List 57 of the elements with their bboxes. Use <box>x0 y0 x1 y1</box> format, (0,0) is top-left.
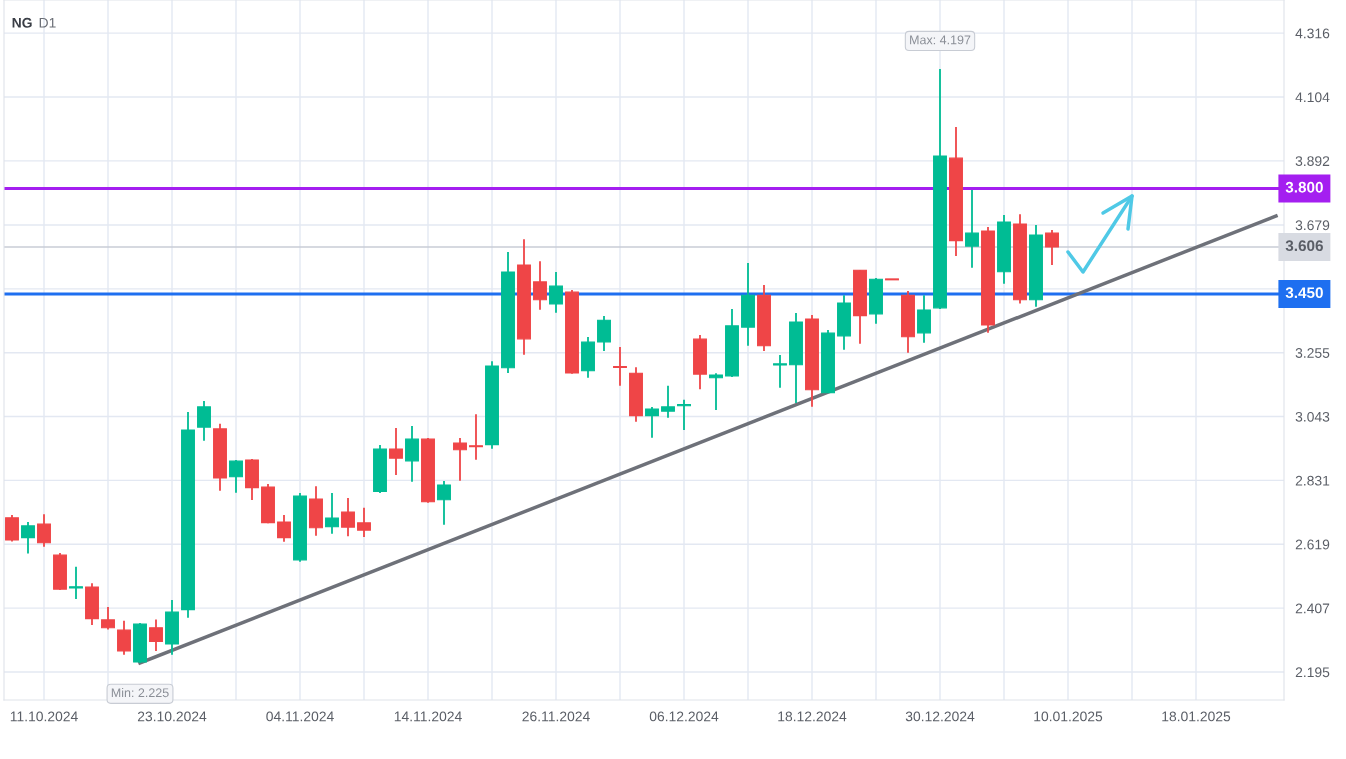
candlestick <box>453 437 467 482</box>
candlestick <box>469 413 483 461</box>
candlestick <box>677 398 691 432</box>
candlestick <box>149 618 163 652</box>
candlestick <box>661 384 675 419</box>
ref-line-label: 3.800 <box>1285 181 1323 193</box>
candlestick <box>21 521 35 555</box>
candlestick <box>965 189 979 269</box>
candlestick <box>37 513 51 548</box>
text: D1 <box>39 18 56 28</box>
candlestick <box>69 565 83 601</box>
x-tick-label: 11.10.2024 <box>10 711 78 722</box>
candlestick <box>917 294 931 344</box>
y-tick-label: 3.255 <box>1295 348 1330 358</box>
x-tick-label: 14.11.2024 <box>394 711 462 722</box>
y-tick-label: 3.892 <box>1295 156 1330 167</box>
candlestick <box>277 514 291 543</box>
candlestick <box>613 346 627 387</box>
candlestick <box>341 496 355 538</box>
candlestick <box>405 424 419 483</box>
y-tick-label: 2.195 <box>1295 667 1330 678</box>
candlestick <box>597 315 611 352</box>
y-tick-label: 2.619 <box>1295 539 1330 550</box>
x-tick-label: 26.11.2024 <box>522 711 590 722</box>
x-tick-label: 18.01.2025 <box>1162 711 1231 722</box>
candlestick <box>549 271 563 314</box>
ref-line-label: 3.606 <box>1285 240 1323 252</box>
x-tick-label: 18.12.2024 <box>778 711 847 722</box>
candlestick <box>533 260 547 311</box>
candlestick <box>1045 229 1059 266</box>
candlestick <box>773 354 787 389</box>
x-tick-label: 23.10.2024 <box>137 711 207 722</box>
y-tick-label: 4.316 <box>1295 28 1330 39</box>
candlestick <box>229 459 243 494</box>
candlestick <box>357 506 371 538</box>
candlestick <box>197 399 211 442</box>
x-tick-label: 06.12.2024 <box>649 711 719 722</box>
candlestick <box>645 406 659 439</box>
text: NG <box>12 17 32 28</box>
candlestick <box>5 514 19 543</box>
y-tick-label: 2.831 <box>1295 475 1330 486</box>
x-tick-label: 04.11.2024 <box>266 711 334 722</box>
annotation: Min: 2.225 <box>111 687 169 698</box>
y-tick-label: 3.679 <box>1295 220 1330 231</box>
annotation: Max: 4.197 <box>910 35 971 45</box>
candlestick <box>389 427 403 476</box>
candlestick <box>325 492 339 535</box>
candlestick <box>101 606 115 631</box>
candlestick <box>709 372 723 411</box>
x-tick-label: 30.12.2024 <box>905 711 975 722</box>
y-tick-label: 4.104 <box>1295 92 1330 103</box>
x-tick-label: 10.01.2025 <box>1034 711 1103 722</box>
y-tick-label: 3.043 <box>1295 411 1330 422</box>
candlestick <box>117 619 131 656</box>
candlestick <box>437 480 451 526</box>
y-tick-label: 2.407 <box>1295 603 1330 614</box>
ref-line-label: 3.450 <box>1285 287 1323 299</box>
